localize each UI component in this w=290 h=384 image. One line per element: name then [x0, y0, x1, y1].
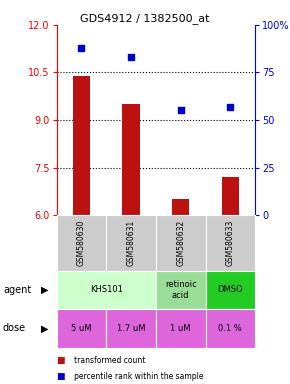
Text: ▶: ▶ [41, 323, 49, 333]
Text: ■: ■ [57, 356, 65, 365]
Text: 1 uM: 1 uM [171, 324, 191, 333]
Bar [172, 199, 189, 215]
Point [228, 104, 233, 110]
Point [129, 54, 133, 60]
Text: GSM580630: GSM580630 [77, 220, 86, 266]
Text: ■: ■ [57, 372, 65, 381]
Text: transformed count: transformed count [74, 356, 145, 365]
Text: ▶: ▶ [41, 285, 49, 295]
Text: 5 uM: 5 uM [71, 324, 92, 333]
Point [178, 108, 183, 114]
Text: KHS101: KHS101 [90, 285, 123, 295]
Text: GDS4912 / 1382500_at: GDS4912 / 1382500_at [80, 13, 210, 24]
Text: 1.7 uM: 1.7 uM [117, 324, 145, 333]
Bar [122, 104, 140, 215]
Text: 0.1 %: 0.1 % [218, 324, 242, 333]
Text: GSM580633: GSM580633 [226, 220, 235, 266]
Bar [73, 76, 90, 215]
Text: GSM580632: GSM580632 [176, 220, 185, 266]
Text: agent: agent [3, 285, 31, 295]
Text: retinoic
acid: retinoic acid [165, 280, 197, 300]
Text: dose: dose [3, 323, 26, 333]
Text: GSM580631: GSM580631 [126, 220, 135, 266]
Point [79, 45, 84, 51]
Text: DMSO: DMSO [218, 285, 243, 295]
Text: percentile rank within the sample: percentile rank within the sample [74, 372, 204, 381]
Bar [222, 177, 239, 215]
